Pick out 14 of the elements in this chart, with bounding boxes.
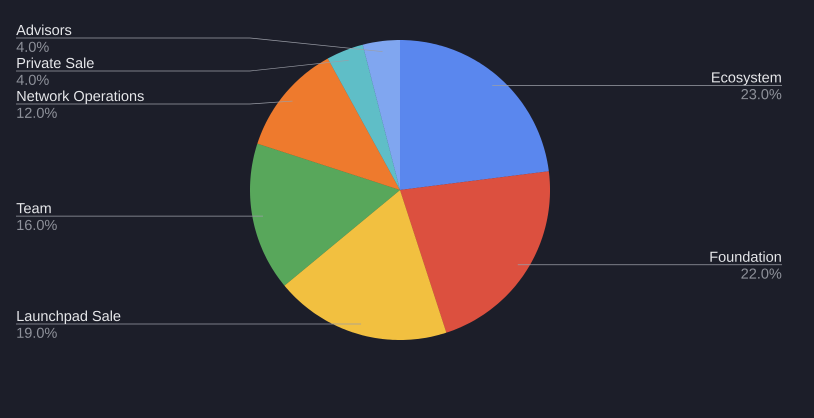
- data-label: 16.0%: [17, 220, 57, 230]
- slice-label: Private Sale: [17, 57, 94, 68]
- data-label: 22.0%: [741, 268, 782, 279]
- slice-label: Ecosystem: [712, 72, 781, 86]
- data-label: 4.0%: [16, 42, 49, 52]
- slice-label: Foundation: [710, 251, 781, 262]
- slice-label: Network Operations: [17, 90, 144, 104]
- data-label: 23.0%: [741, 89, 782, 100]
- data-label: 4.0%: [16, 74, 49, 85]
- slice-label: Advisors: [16, 24, 72, 36]
- slice-label: Launchpad Sale: [17, 310, 120, 324]
- slice-label: Team: [16, 203, 51, 214]
- data-label: 12.0%: [17, 108, 57, 118]
- data-label: 19.0%: [17, 328, 57, 338]
